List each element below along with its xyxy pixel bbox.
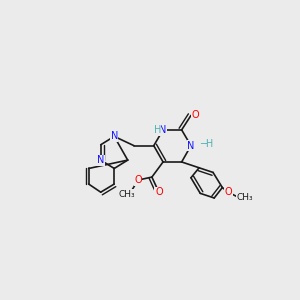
Text: CH₃: CH₃ [237, 194, 253, 202]
Text: O: O [134, 175, 142, 185]
Text: N: N [110, 131, 118, 141]
Text: H: H [154, 125, 161, 135]
Text: N: N [159, 125, 167, 135]
Text: N: N [187, 141, 195, 151]
Text: O: O [224, 187, 232, 197]
Text: O: O [155, 187, 163, 197]
Text: O: O [192, 110, 200, 121]
Text: N: N [97, 155, 104, 165]
Text: CH₃: CH₃ [119, 190, 135, 199]
Text: ─H: ─H [200, 139, 213, 149]
